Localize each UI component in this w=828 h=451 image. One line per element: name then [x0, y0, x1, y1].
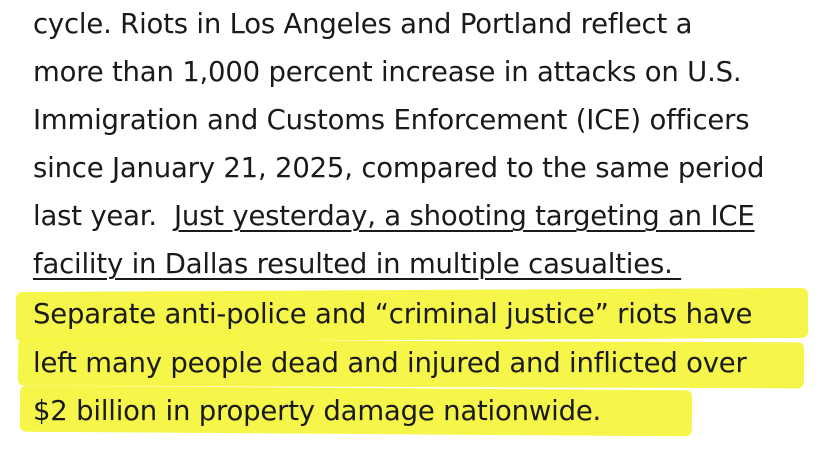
text-line-1-content: cycle. Riots in Los Angeles and Portland…	[33, 8, 693, 40]
underlined-phrase-part-2: facility in Dallas resulted in multiple …	[33, 248, 682, 280]
underlined-phrase-part-1: Just yesterday, a shooting targeting an …	[174, 200, 755, 232]
highlighted-line-3-content: $2 billion in property damage nationwide…	[33, 395, 602, 427]
text-line-2: more than 1,000 percent increase in atta…	[33, 48, 742, 96]
highlighted-line-2-content: left many people dead and injured and in…	[33, 347, 747, 379]
text-line-5: last year. Just yesterday, a shooting ta…	[33, 192, 755, 240]
text-line-2-content: more than 1,000 percent increase in atta…	[33, 56, 742, 88]
highlighted-line-1: Separate anti-police and “criminal justi…	[33, 290, 752, 338]
text-line-1: cycle. Riots in Los Angeles and Portland…	[33, 0, 692, 48]
text-line-6: facility in Dallas resulted in multiple …	[33, 240, 681, 288]
text-line-5-content: last year.	[33, 200, 174, 232]
highlighted-line-3: $2 billion in property damage nationwide…	[33, 387, 601, 435]
highlighted-line-1-content: Separate anti-police and “criminal justi…	[33, 298, 753, 330]
text-line-4: since January 21, 2025, compared to the …	[33, 144, 764, 192]
text-line-3-content: Immigration and Customs Enforcement (ICE…	[33, 104, 750, 136]
text-line-3: Immigration and Customs Enforcement (ICE…	[33, 96, 750, 144]
highlighted-line-2: left many people dead and injured and in…	[33, 339, 747, 387]
text-line-4-content: since January 21, 2025, compared to the …	[33, 152, 765, 184]
